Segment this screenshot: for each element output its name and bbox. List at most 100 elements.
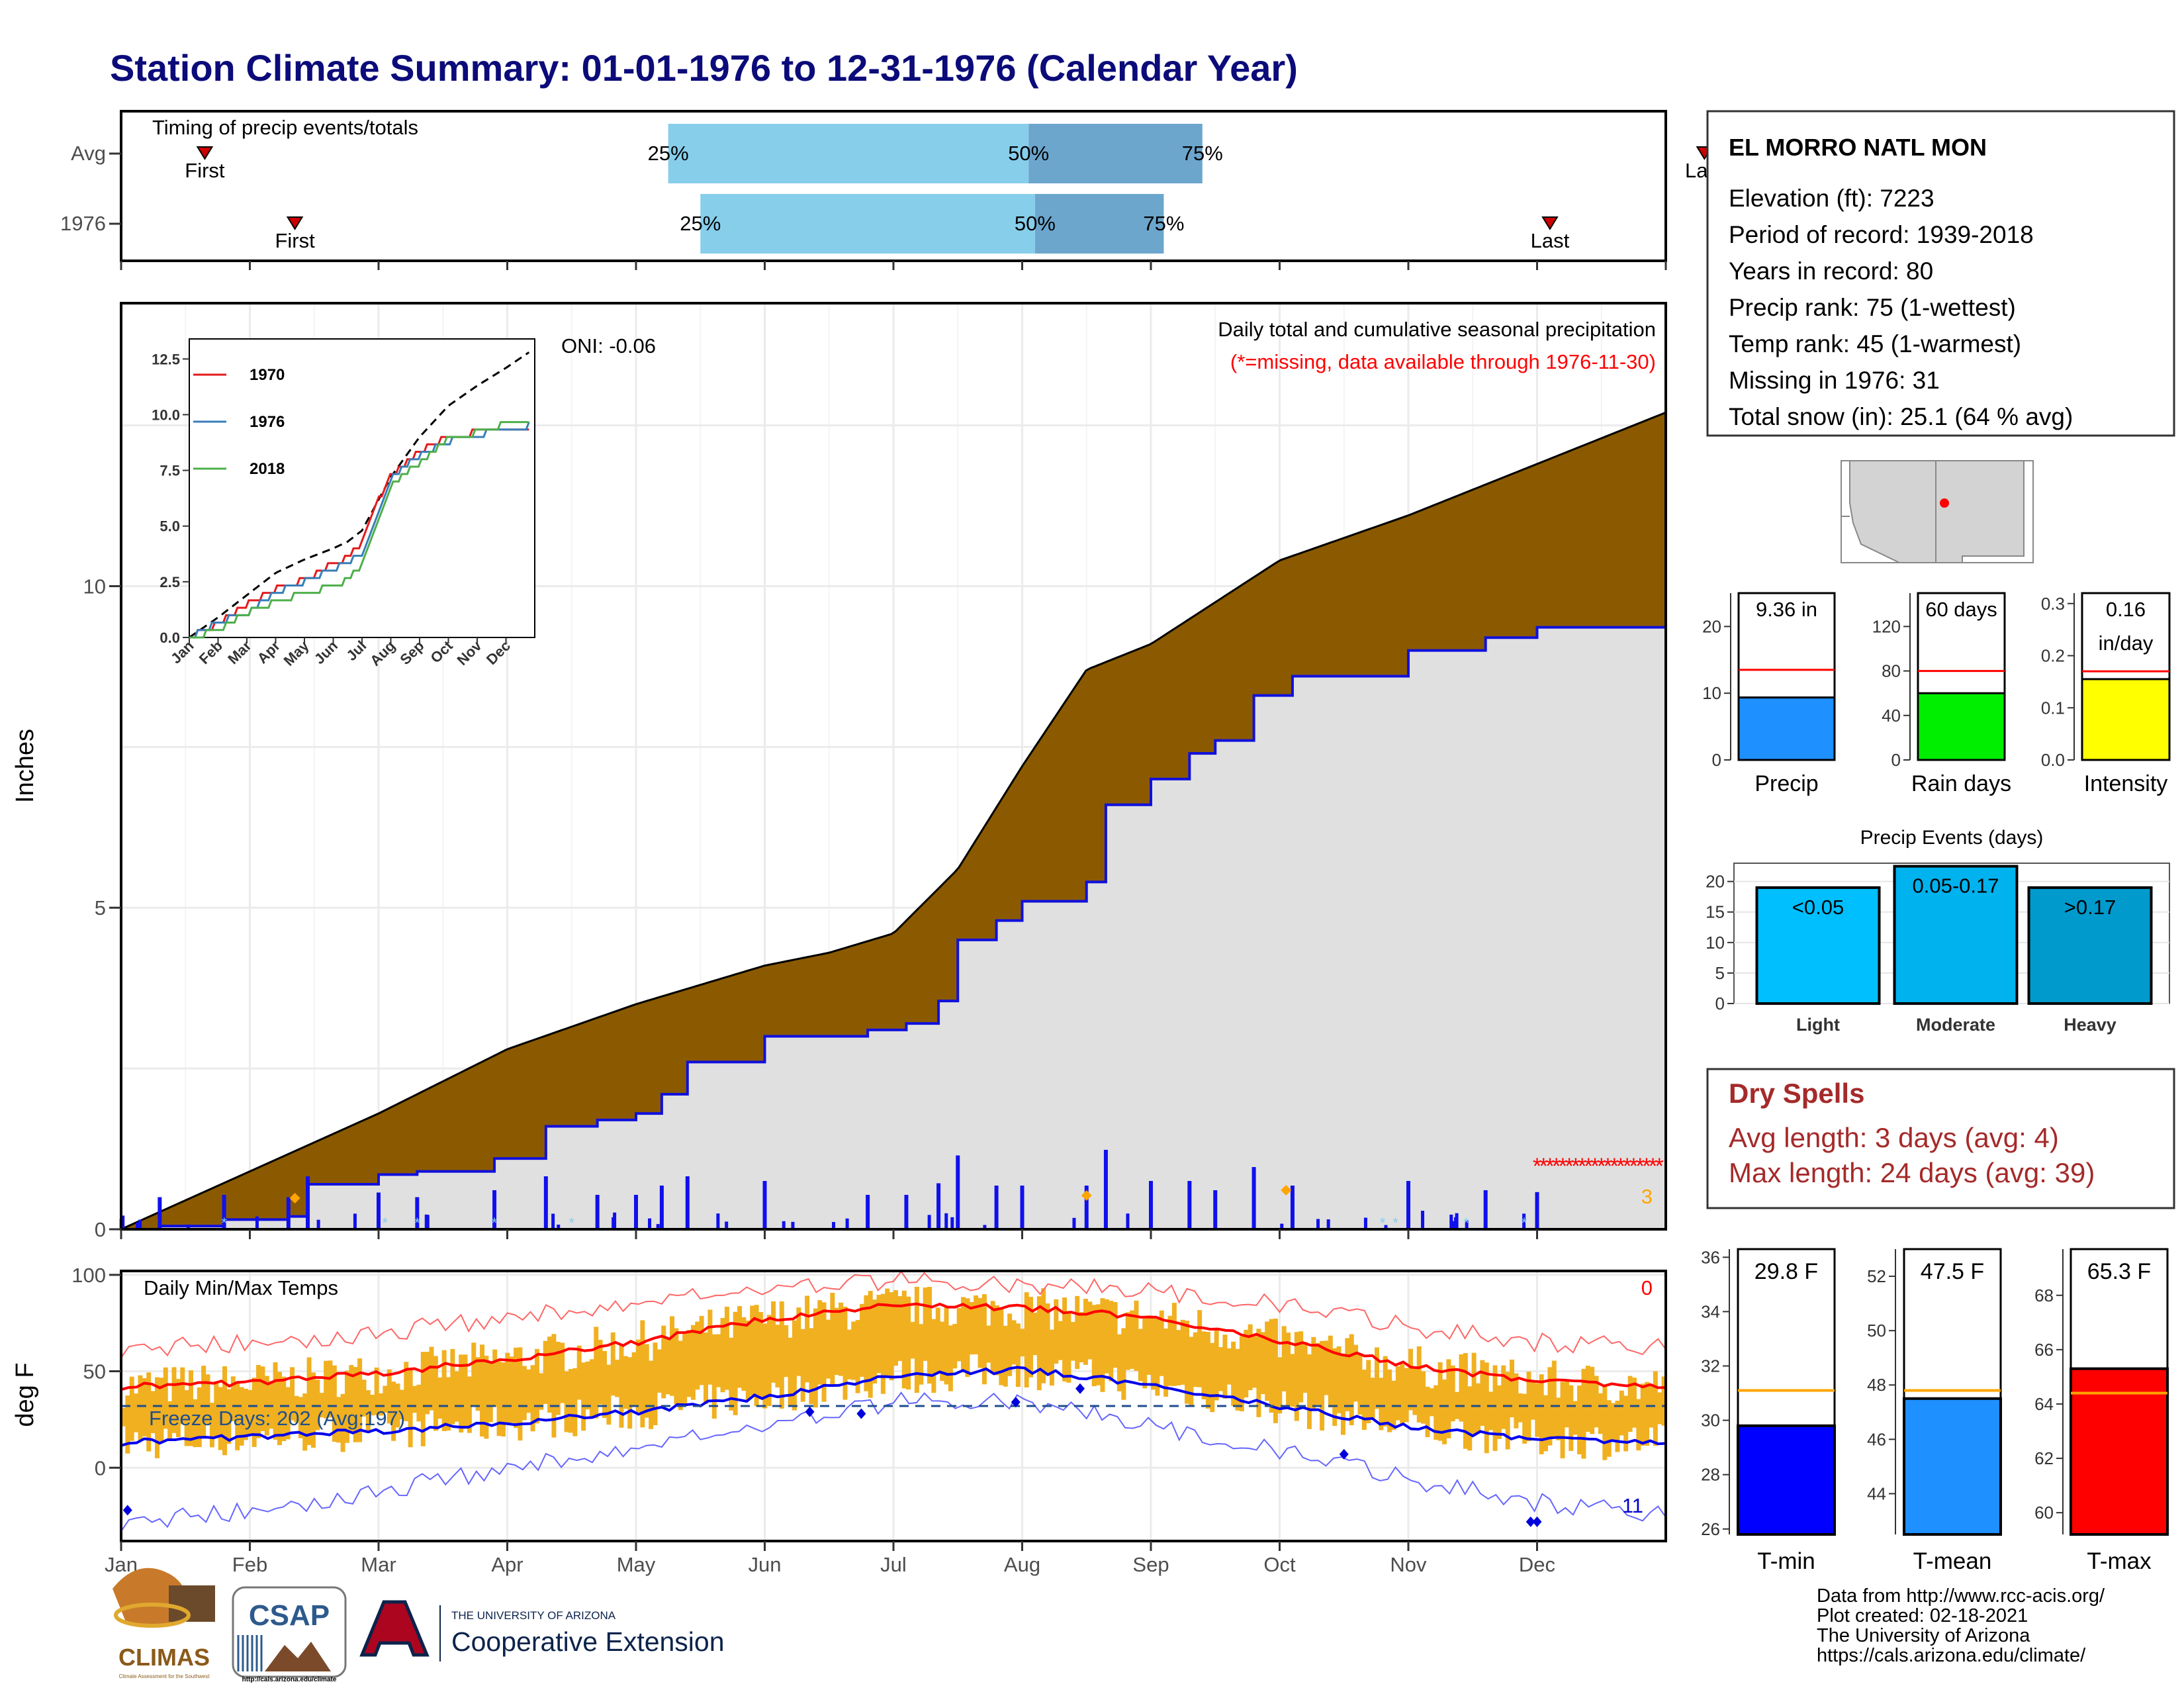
record-low-marker <box>1532 1516 1542 1527</box>
daily-temp-bar <box>256 1365 261 1438</box>
daily-precip-bar <box>656 1224 660 1229</box>
daily-temp-bar <box>142 1378 147 1436</box>
timing-bar-50-75 <box>1028 124 1203 183</box>
daily-temp-bar <box>1606 1400 1612 1457</box>
daily-temp-bar <box>1036 1296 1042 1391</box>
daily-temp-bar <box>1539 1374 1544 1454</box>
daily-temp-bar <box>1003 1325 1008 1387</box>
daily-temp-bar <box>1551 1360 1557 1438</box>
climas-logo-ring <box>114 1603 191 1628</box>
tbar-value-label: 29.8 F <box>1754 1259 1818 1284</box>
daily-temp-bar <box>901 1290 907 1389</box>
daily-temp-bar <box>631 1352 637 1407</box>
daily-temp-bar <box>741 1317 747 1391</box>
csap-logo-url: http://cals.arizona.edu/climate <box>242 1676 337 1683</box>
climas-logo-text: CLIMAS <box>118 1644 210 1671</box>
daily-temp-bar <box>1121 1328 1126 1400</box>
daily-precip-bar <box>1384 1225 1388 1229</box>
daily-temp-bar <box>218 1387 223 1450</box>
daily-temp-bar <box>978 1297 983 1368</box>
daily-temp-bar <box>1104 1299 1109 1374</box>
record-low-marker <box>805 1406 815 1417</box>
daily-temp-bar <box>830 1292 835 1385</box>
tbar-y-tick-label: 26 <box>1701 1519 1720 1539</box>
summary-bar-value-label: 0.16 <box>2106 598 2146 621</box>
daily-temp-bar <box>771 1301 776 1383</box>
daily-temp-bar <box>636 1339 641 1413</box>
daily-temp-bar <box>1151 1317 1156 1390</box>
daily-precip-bar <box>762 1181 767 1229</box>
missing-count: 3 <box>1641 1185 1653 1208</box>
daily-temp-bar <box>450 1348 455 1425</box>
daily-temp-bar <box>1581 1368 1586 1459</box>
daily-precip-bar <box>138 1219 142 1229</box>
station-frame <box>1706 110 2175 437</box>
daily-temp-bar <box>1286 1333 1291 1406</box>
daily-precip-bar <box>492 1190 497 1229</box>
daily-precip-bar <box>782 1221 786 1229</box>
record-low-marker <box>1339 1448 1349 1460</box>
daily-temp-bar <box>1083 1299 1088 1365</box>
daily-temp-bar <box>564 1371 569 1432</box>
climas-logo-swirl <box>113 1568 187 1627</box>
daily-temp-bar <box>885 1288 890 1378</box>
daily-temp-bar <box>1269 1319 1274 1413</box>
missing-marker: * <box>1604 1154 1612 1179</box>
daily-temp-bar <box>914 1286 919 1393</box>
daily-temp-bar <box>1248 1324 1253 1391</box>
daily-temp-bar <box>543 1340 548 1404</box>
daily-temp-bar <box>1252 1336 1257 1388</box>
daily-temp-bar <box>627 1357 633 1429</box>
missing-marker: * <box>1590 1154 1599 1179</box>
inset-legend-label: 2018 <box>250 460 285 478</box>
daily-temp-bar <box>1020 1329 1025 1357</box>
daily-temp-bar <box>1218 1347 1224 1391</box>
month-tick-label: Apr <box>491 1553 523 1576</box>
daily-temp-bar <box>711 1334 717 1419</box>
daily-temp-bar <box>745 1321 751 1401</box>
daily-temp-bar <box>505 1352 510 1423</box>
daily-temp-bar <box>1222 1335 1228 1399</box>
daily-temp-bar <box>500 1362 506 1437</box>
csap-logo-text: CSAP <box>249 1599 330 1632</box>
daily-precip-bar <box>612 1217 615 1229</box>
daily-temp-bar <box>437 1377 443 1419</box>
daily-precip-bar <box>845 1218 849 1229</box>
tbar-y-tick-label: 46 <box>1867 1429 1886 1449</box>
month-tick-label: Oct <box>1263 1553 1296 1576</box>
daily-temp-bar <box>1075 1295 1080 1370</box>
tbar-y-tick-label: 48 <box>1867 1375 1886 1395</box>
station-line: Precip rank: 75 (1-wettest) <box>1729 294 2016 321</box>
tbar-y-tick-label: 50 <box>1867 1321 1886 1340</box>
month-axis: Jan Feb Mar Apr May Jun Jul Aug Sep Oct Nov Dec <box>105 1229 1555 1576</box>
daily-precip-bar <box>121 1215 125 1229</box>
daily-temp-bar <box>1290 1354 1295 1407</box>
daily-temp-bar <box>644 1344 649 1418</box>
daily-precip-bar <box>1213 1190 1218 1229</box>
daily-temp-bar <box>695 1321 700 1390</box>
summary-bar-value-label: 9.36 in <box>1756 598 1817 621</box>
daily-temp-bar <box>412 1385 417 1413</box>
daily-temp-bar <box>1294 1332 1299 1421</box>
daily-temp-bar <box>981 1294 987 1385</box>
timing-row-label: Avg <box>71 142 106 165</box>
daily-temp-bar <box>800 1329 805 1402</box>
daily-temp-bar <box>463 1354 468 1429</box>
month-tick-label: Sep <box>1132 1553 1169 1576</box>
timing-last-label: Last <box>1531 229 1570 252</box>
daily-temp-bar <box>944 1307 949 1385</box>
summary-y-tick-label: 80 <box>1882 661 1901 681</box>
daily-temp-bar <box>1180 1319 1185 1385</box>
daily-temp-bar <box>230 1376 236 1422</box>
daily-temp-bar <box>872 1299 878 1384</box>
tbar-label: T-max <box>2087 1548 2152 1574</box>
daily-temp-bar <box>1134 1300 1139 1371</box>
daily-temp-bar <box>1585 1366 1590 1432</box>
map-station-dot <box>1940 498 1949 508</box>
daily-temp-bar <box>758 1312 763 1400</box>
snow-marker: * <box>1463 1215 1469 1231</box>
daily-temp-bar <box>1024 1292 1029 1387</box>
daily-temp-bar <box>897 1296 903 1361</box>
daily-temp-bar <box>441 1350 447 1431</box>
daily-temp-bar <box>492 1349 498 1407</box>
